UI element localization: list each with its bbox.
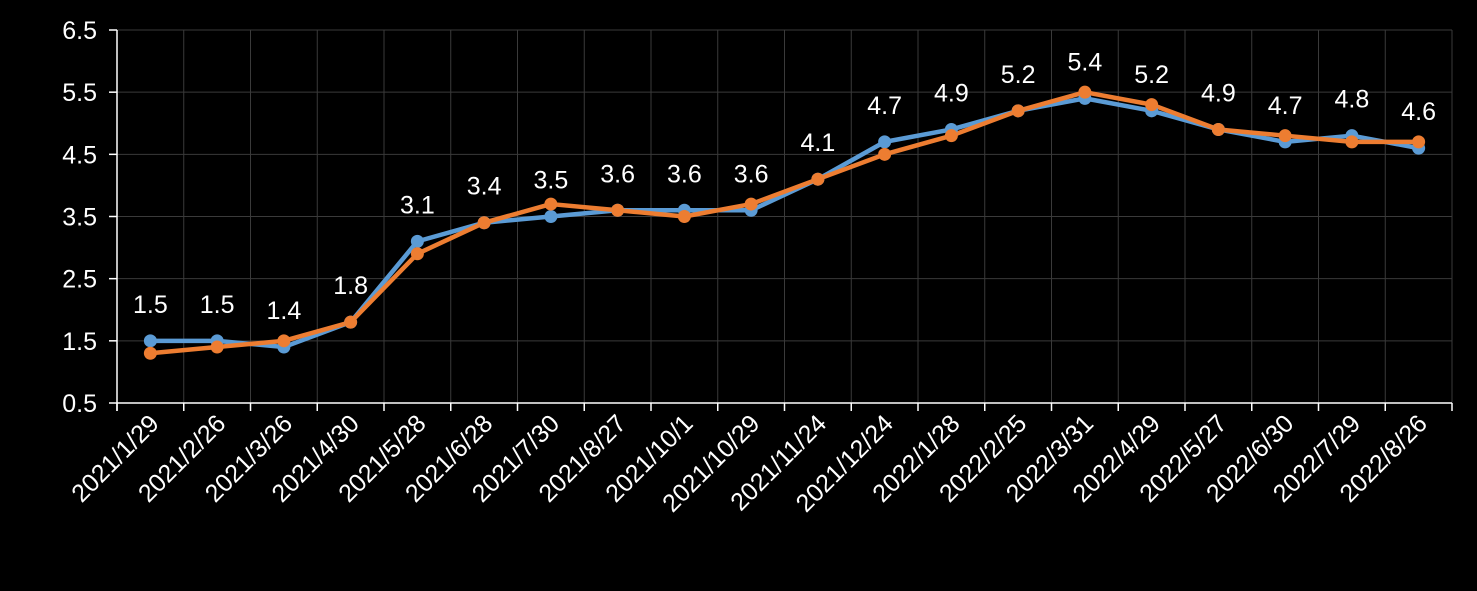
y-tick-label: 4.5 xyxy=(62,141,97,169)
data-point-series-1 xyxy=(878,135,892,149)
series-line-2 xyxy=(150,89,1419,356)
y-tick-label: 2.5 xyxy=(62,266,97,294)
data-point-series-2 xyxy=(1211,122,1225,136)
data-label: 1.4 xyxy=(266,297,301,325)
data-label: 5.2 xyxy=(1001,61,1036,89)
y-tick-label: 5.5 xyxy=(62,79,97,107)
data-label: 4.9 xyxy=(934,79,969,107)
data-point-series-2 xyxy=(677,210,691,223)
y-tick-label: 6.5 xyxy=(62,17,97,45)
data-point-series-2 xyxy=(277,334,291,348)
data-label: 3.5 xyxy=(533,167,568,195)
data-point-series-2 xyxy=(944,129,958,143)
y-tick-label: 3.5 xyxy=(62,204,97,232)
grid xyxy=(117,29,1453,403)
data-point-series-2 xyxy=(143,346,157,360)
data-point-series-2 xyxy=(611,203,625,217)
data-point-series-2 xyxy=(410,247,424,261)
data-label: 3.6 xyxy=(600,160,635,188)
y-tick-label: 0.5 xyxy=(62,390,97,418)
data-point-series-2 xyxy=(1078,85,1092,99)
data-point-series-2 xyxy=(1412,135,1426,149)
data-point-series-2 xyxy=(744,197,758,211)
data-label: 5.2 xyxy=(1134,61,1169,89)
data-label: 1.5 xyxy=(200,291,235,319)
axes xyxy=(109,29,1453,411)
data-point-series-2 xyxy=(477,216,491,230)
data-point-series-2 xyxy=(210,340,224,354)
data-label: 3.4 xyxy=(467,173,502,201)
data-point-series-2 xyxy=(1278,129,1292,143)
data-label: 1.5 xyxy=(133,291,168,319)
data-label: 4.6 xyxy=(1401,98,1436,126)
y-tick-label: 1.5 xyxy=(62,328,97,356)
data-point-series-2 xyxy=(811,172,825,186)
data-label: 4.7 xyxy=(867,92,902,120)
y-axis-ticks: 0.5 1.5 2.5 3.5 4.5 5.5 6.5 xyxy=(62,17,97,418)
data-label: 4.7 xyxy=(1268,92,1303,120)
data-label: 5.4 xyxy=(1067,48,1102,76)
data-label: 4.1 xyxy=(800,129,835,157)
data-label: 4.9 xyxy=(1201,79,1236,107)
data-point-series-1 xyxy=(143,334,157,348)
data-point-series-2 xyxy=(344,315,358,329)
series-lines xyxy=(150,89,1420,356)
data-point-series-2 xyxy=(878,147,892,161)
data-label: 1.8 xyxy=(333,272,368,300)
data-label: 3.6 xyxy=(734,160,769,188)
data-point-series-1 xyxy=(544,210,558,223)
data-label: 4.8 xyxy=(1334,86,1369,114)
data-point-series-2 xyxy=(1011,104,1025,118)
data-point-series-2 xyxy=(1145,98,1159,112)
data-point-series-2 xyxy=(544,197,558,211)
x-axis-ticks: 2021/1/292021/2/262021/3/262021/4/302021… xyxy=(66,409,1433,517)
data-labels: 1.5 1.5 1.4 1.8 3.1 3.4 3.5 3.6 3.6 3.6 4.1 4.7 4.9 5… xyxy=(133,48,1436,325)
data-point-series-1 xyxy=(410,234,424,248)
data-label: 3.6 xyxy=(667,160,702,188)
data-label: 3.1 xyxy=(400,191,435,219)
data-point-series-2 xyxy=(1345,135,1359,149)
series-points xyxy=(143,85,1426,360)
